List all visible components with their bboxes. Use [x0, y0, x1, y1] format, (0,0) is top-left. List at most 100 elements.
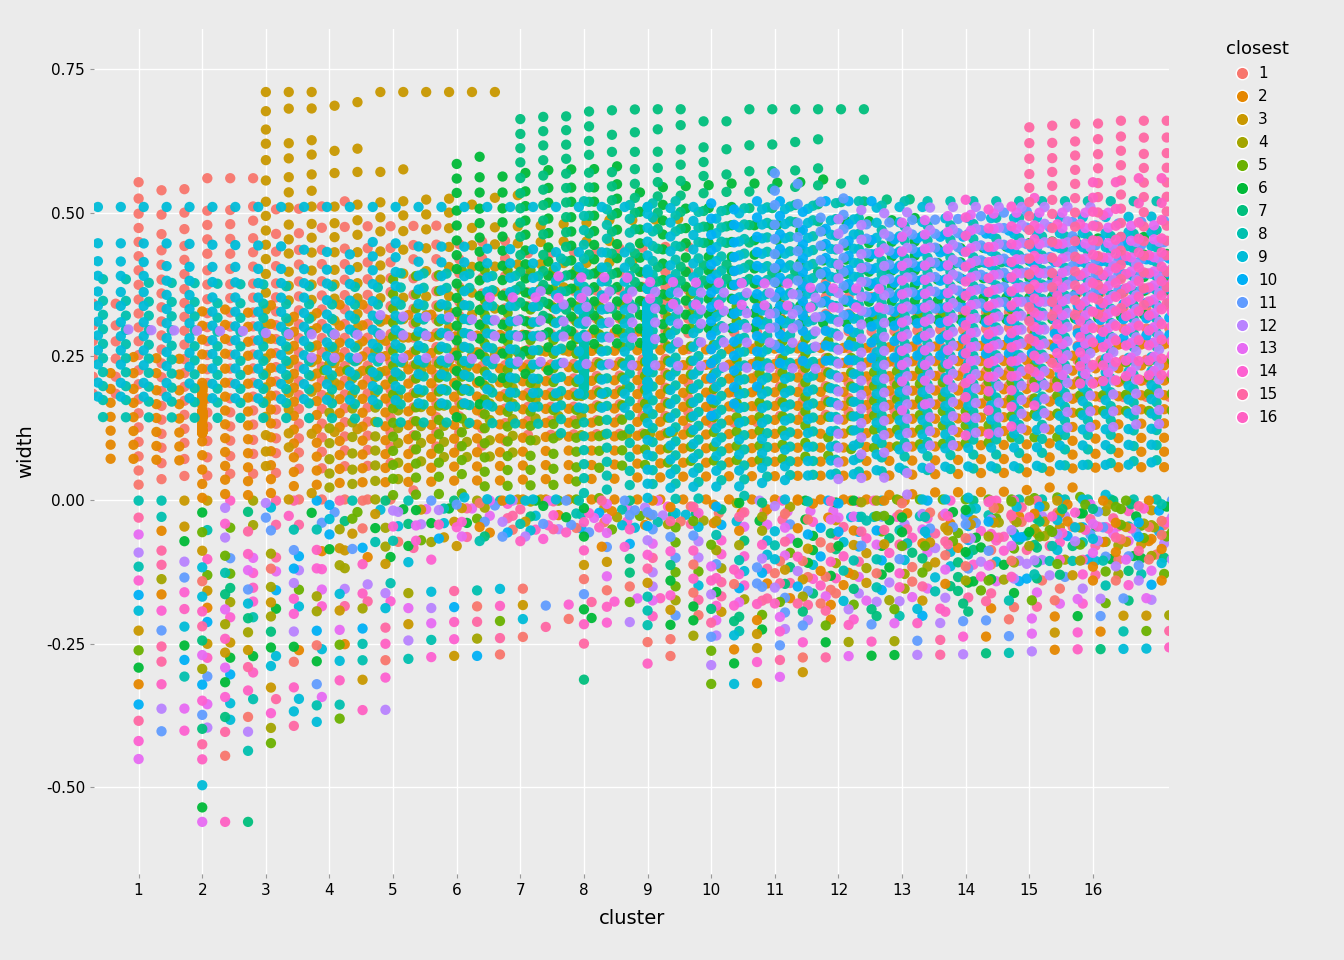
Point	[1245, 235, 1266, 251]
Point	[1095, 578, 1117, 593]
Point	[484, 498, 505, 514]
Point	[1261, 332, 1282, 348]
Point	[1327, 347, 1344, 362]
Point	[919, 223, 941, 238]
Point	[723, 292, 745, 307]
Point	[421, 492, 442, 508]
Point	[882, 314, 903, 329]
Point	[288, 302, 309, 318]
Point	[680, 396, 702, 411]
Point	[1156, 247, 1177, 262]
Point	[999, 331, 1020, 347]
Point	[637, 248, 659, 263]
Point	[792, 324, 813, 339]
Point	[520, 332, 542, 348]
Point	[242, 565, 263, 581]
Point	[1189, 231, 1211, 247]
Point	[1263, 321, 1285, 336]
Point	[1232, 588, 1254, 603]
Point	[882, 263, 903, 278]
Point	[219, 405, 241, 420]
Point	[1105, 499, 1126, 515]
Point	[836, 214, 857, 229]
Point	[723, 562, 745, 577]
Point	[110, 343, 132, 358]
Point	[255, 136, 277, 152]
Point	[321, 411, 343, 426]
Point	[489, 327, 511, 343]
Point	[1204, 293, 1226, 308]
Point	[1156, 499, 1177, 515]
Point	[0, 342, 17, 357]
Point	[347, 350, 368, 366]
Point	[817, 333, 839, 348]
Point	[794, 435, 816, 450]
Point	[128, 191, 149, 206]
Point	[1003, 426, 1024, 442]
Point	[746, 194, 767, 209]
Point	[65, 235, 86, 251]
Point	[484, 190, 505, 205]
Point	[1125, 273, 1146, 288]
Point	[988, 281, 1009, 297]
Point	[352, 601, 374, 616]
Point	[860, 289, 882, 304]
Point	[788, 259, 809, 275]
Point	[382, 533, 403, 548]
Point	[788, 426, 809, 442]
Point	[151, 455, 172, 470]
Point	[535, 457, 556, 472]
Point	[1011, 336, 1032, 351]
Point	[270, 276, 292, 291]
Point	[1232, 243, 1254, 258]
Point	[202, 318, 223, 333]
Point	[902, 411, 923, 426]
Point	[1003, 397, 1024, 413]
Point	[474, 292, 496, 307]
Point	[1164, 208, 1185, 224]
Point	[1021, 240, 1043, 255]
Point	[1136, 352, 1157, 368]
Point	[765, 426, 786, 442]
Point	[985, 320, 1007, 335]
Point	[1159, 281, 1180, 297]
Point	[444, 389, 465, 404]
Point	[894, 294, 915, 309]
Point	[797, 272, 818, 287]
Point	[1150, 288, 1172, 303]
Point	[1184, 348, 1206, 363]
Point	[942, 200, 964, 215]
Point	[495, 343, 516, 358]
Point	[560, 517, 582, 533]
Point	[1005, 295, 1027, 310]
Point	[780, 313, 801, 328]
Point	[749, 452, 770, 468]
Point	[637, 296, 659, 311]
Point	[956, 508, 977, 523]
Point	[746, 655, 767, 670]
Point	[1192, 252, 1214, 267]
Point	[649, 358, 671, 373]
Point	[444, 361, 465, 376]
Point	[856, 468, 878, 483]
Point	[1245, 372, 1266, 387]
Point	[780, 229, 801, 245]
Point	[1054, 344, 1075, 359]
Point	[980, 557, 1001, 572]
Point	[301, 101, 323, 116]
Point	[597, 343, 618, 358]
Point	[637, 340, 659, 355]
Point	[430, 239, 452, 254]
Point	[1003, 327, 1024, 343]
Point	[1270, 291, 1292, 306]
Point	[1179, 143, 1200, 158]
Point	[629, 508, 650, 523]
Point	[642, 337, 664, 352]
Point	[1270, 527, 1292, 542]
Point	[1164, 252, 1185, 267]
Point	[1031, 305, 1052, 321]
Point	[907, 601, 929, 616]
Point	[173, 619, 195, 635]
Point	[591, 386, 613, 401]
Point	[421, 516, 442, 531]
